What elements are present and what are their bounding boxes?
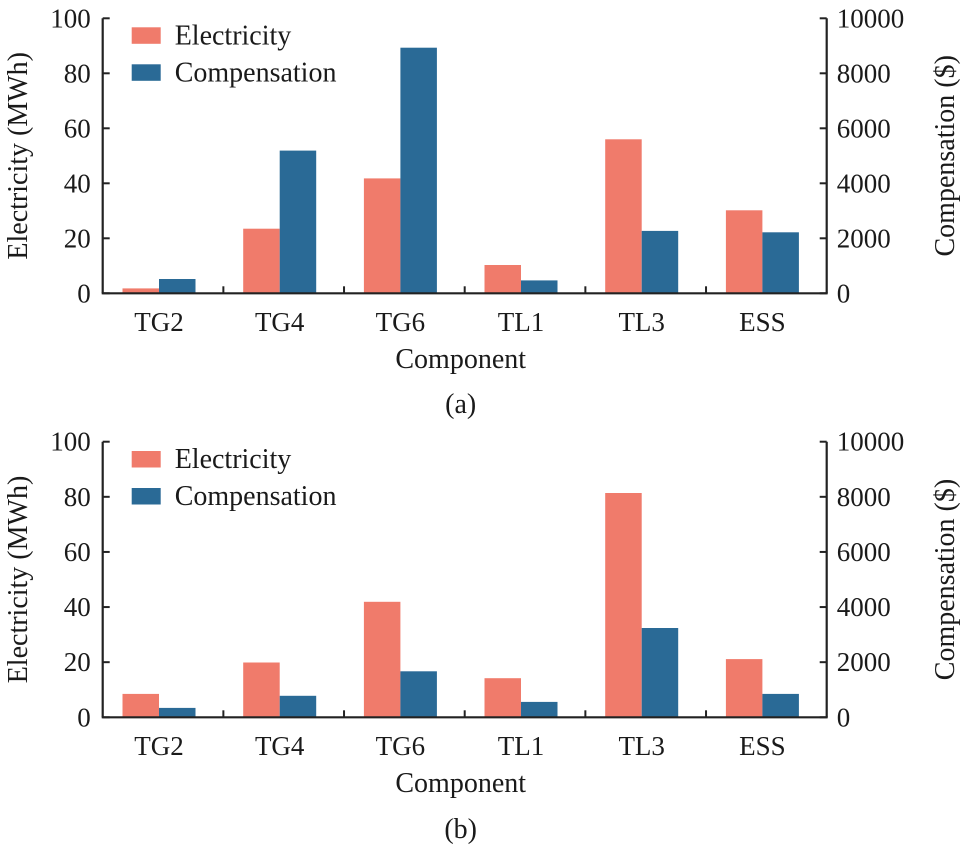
right-y-tick-label: 6000 [837, 537, 891, 567]
legend-swatch-compensation [131, 64, 161, 81]
right-y-tick-label: 0 [837, 278, 851, 308]
bar-electricity-tl3 [605, 493, 642, 718]
bar-electricity-tg6 [363, 178, 401, 294]
legend-label-compensation: Compensation [175, 481, 337, 512]
x-tick-label: TL1 [498, 307, 545, 337]
legend-swatch-electricity [131, 27, 161, 44]
left-y-tick-label: 80 [64, 482, 91, 512]
left-y-tick-label: 0 [77, 702, 91, 732]
left-y-tick-label: 40 [64, 592, 91, 622]
right-y-tick-label: 10000 [837, 3, 905, 33]
x-tick-label: TG2 [134, 307, 184, 337]
x-tick-label: TG6 [376, 307, 426, 337]
bar-compensation-tl3 [641, 230, 679, 294]
right-y-tick-label: 2000 [837, 223, 891, 253]
x-tick-label: TG6 [376, 731, 426, 761]
x-tick-label: TL3 [618, 731, 665, 761]
legend: Electricity Compensation [131, 20, 337, 88]
bar-electricity-tg2 [122, 288, 159, 294]
left-y-tick-label: 20 [64, 647, 91, 677]
bar-electricity-tg6 [363, 601, 401, 718]
right-y-tick-label: 0 [837, 702, 851, 732]
bar-electricity-tg4 [243, 662, 280, 718]
right-y-tick-label: 2000 [837, 647, 891, 677]
x-tick-label: TG2 [134, 731, 184, 761]
bar-compensation-tg4 [279, 695, 317, 718]
x-tick-label: ESS [739, 731, 786, 761]
bar-compensation-ess [762, 693, 799, 718]
left-y-tick-label: 40 [64, 168, 91, 198]
bar-electricity-ess [725, 210, 763, 294]
x-tick-label: ESS [739, 307, 786, 337]
bar-compensation-ess [762, 232, 799, 294]
left-y-axis-title: Electricity (MWh) [3, 476, 34, 684]
legend-swatch-electricity [131, 451, 161, 468]
bar-electricity-tg2 [122, 693, 159, 718]
left-y-tick-label: 100 [50, 3, 91, 33]
bar-electricity-ess [725, 659, 763, 718]
right-y-tick-label: 4000 [837, 592, 891, 622]
panel-label: (a) [445, 389, 476, 420]
bar-compensation-tl1 [521, 280, 558, 294]
right-y-tick-label: 8000 [837, 482, 891, 512]
x-axis-title: Component [395, 344, 526, 375]
bar-compensation-tg4 [279, 150, 317, 294]
left-y-tick-label: 0 [77, 278, 91, 308]
bar-compensation-tl1 [521, 701, 558, 718]
bar-electricity-tg4 [243, 228, 280, 294]
bar-compensation-tl3 [641, 628, 679, 718]
right-y-axis-title: Compensation ($) [930, 479, 961, 680]
panel-label: (b) [444, 814, 477, 845]
left-y-axis-title: Electricity (MWh) [3, 52, 34, 260]
x-tick-label: TL3 [618, 307, 665, 337]
bar-compensation-tg6 [400, 671, 437, 718]
x-tick-label: TG4 [255, 307, 305, 337]
legend-label-electricity: Electricity [175, 444, 292, 475]
legend-label-electricity: Electricity [175, 20, 292, 51]
bar-electricity-tl3 [605, 139, 642, 294]
x-tick-label: TG4 [255, 731, 305, 761]
x-axis-title: Component [395, 768, 526, 799]
right-y-axis-title: Compensation ($) [930, 55, 961, 256]
right-y-tick-label: 10000 [837, 427, 905, 457]
left-y-tick-label: 60 [64, 113, 91, 143]
bar-compensation-tg6 [400, 47, 437, 294]
bar-electricity-tl1 [484, 265, 521, 294]
chart-panel-b: 0 20 40 60 80 100 0 2000 4000 6000 8000 10000 TG2 TG4… [3, 427, 961, 845]
right-y-tick-label: 4000 [837, 168, 891, 198]
left-y-tick-label: 100 [50, 427, 91, 457]
bar-compensation-tg2 [159, 707, 196, 718]
x-tick-label: TL1 [498, 731, 545, 761]
legend-label-compensation: Compensation [175, 57, 337, 88]
left-y-tick-label: 80 [64, 58, 91, 88]
chart-panel-a: 0 20 40 60 80 100 0 2000 4000 6000 8000 10000 TG2 TG4… [3, 3, 961, 420]
legend-swatch-compensation [131, 488, 161, 505]
left-y-tick-label: 20 [64, 223, 91, 253]
right-y-tick-label: 8000 [837, 58, 891, 88]
right-y-tick-label: 6000 [837, 113, 891, 143]
bar-compensation-tg2 [159, 279, 196, 294]
bar-electricity-tl1 [484, 678, 521, 718]
left-y-tick-label: 60 [64, 537, 91, 567]
legend: Electricity Compensation [131, 444, 337, 512]
